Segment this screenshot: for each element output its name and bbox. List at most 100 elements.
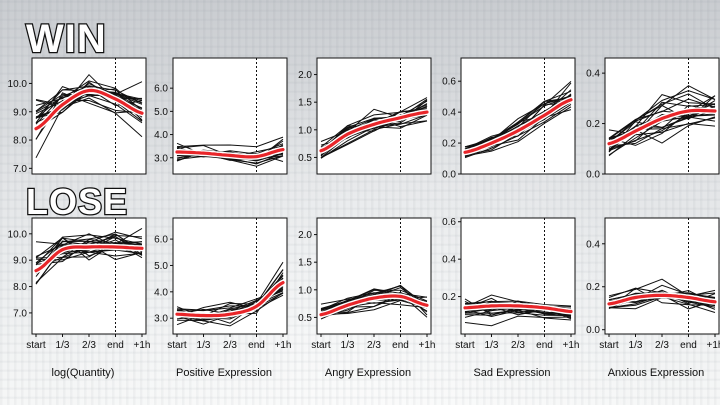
y-tick-label: 1.0: [298, 285, 312, 296]
x-tick-label: 1/3: [629, 340, 643, 351]
x-tick-label: end: [248, 340, 265, 351]
x-tick-label: end: [392, 340, 409, 351]
participant-trace: [35, 97, 143, 159]
panel-win-2: 3.0 4.0 5.0 6.0: [154, 57, 288, 175]
y-tick-label: 2.0: [298, 230, 312, 241]
participant-trace: [35, 237, 143, 261]
participant-trace: [464, 103, 572, 159]
participant-trace: [464, 300, 572, 307]
x-tick-label: 2/3: [367, 340, 381, 351]
panel-win-4: 0.0 0.2 0.4 0.6: [442, 57, 576, 181]
panel-grid: 7.0 8.0 9.0 10.0 3.0 4.0 5.0 6.0 0.5 1.0 1.5 2.0 0.0…: [8, 57, 720, 379]
panel-lose-4: 0.2 0.4 0.6 start 1/3 2/3 end +1h Sad Expression: [442, 217, 579, 379]
y-tick-label: 8.0: [13, 136, 27, 147]
participant-trace: [464, 95, 572, 151]
x-tick-label: start: [455, 340, 475, 351]
participant-trace: [320, 284, 428, 316]
y-tick-label: 5.0: [154, 261, 168, 272]
x-tick-label: end: [107, 340, 124, 351]
panel-frame: [604, 217, 720, 335]
x-tick-label: end: [680, 340, 697, 351]
x-tick-label: start: [311, 340, 331, 351]
y-tick-label: 4.0: [154, 287, 168, 298]
x-tick-label: start: [599, 340, 619, 351]
y-tick-label: 1.0: [298, 125, 312, 136]
x-tick-label: +1h: [134, 340, 151, 351]
participant-trace: [35, 92, 143, 140]
mean-curve: [607, 108, 717, 146]
panel-xlabel: Angry Expression: [325, 367, 411, 379]
y-tick-label: 9.0: [13, 107, 27, 118]
y-tick-label: 0.6: [442, 217, 456, 228]
series-group: [318, 284, 430, 320]
y-tick-label: 0.5: [298, 313, 312, 324]
y-tick-label: 10.0: [8, 79, 28, 90]
x-tick-label: 1/3: [485, 340, 499, 351]
y-tick-label: 1.5: [298, 258, 312, 269]
panel-frame: [460, 57, 576, 175]
series-group: [462, 294, 574, 327]
panel-lose-5: 0.0 0.2 0.4 start 1/3 2/3 end +1h Anxious Expres…: [586, 217, 720, 379]
y-tick-label: 0.2: [586, 282, 600, 293]
x-tick-label: 2/3: [655, 340, 669, 351]
x-tick-label: +1h: [563, 340, 580, 351]
series-group: [174, 136, 286, 167]
mean-curve: [34, 88, 144, 131]
panel-xlabel: Positive Expression: [176, 367, 272, 379]
series-group: [606, 85, 718, 157]
y-tick-label: 0.2: [442, 139, 456, 150]
x-tick-label: 1/3: [56, 340, 70, 351]
y-tick-label: 0.4: [442, 108, 456, 119]
mean-curve: [607, 293, 717, 306]
y-tick-label: 0.4: [442, 255, 456, 266]
y-tick-label: 0.4: [586, 69, 600, 80]
participant-trace: [608, 287, 716, 309]
participant-trace: [320, 120, 428, 158]
row-label-lose: LOSE: [26, 181, 128, 222]
x-tick-label: +1h: [707, 340, 720, 351]
panel-win-3: 0.5 1.0 1.5 2.0: [298, 57, 432, 175]
y-tick-label: 6.0: [154, 84, 168, 95]
x-tick-label: +1h: [419, 340, 436, 351]
x-tick-label: start: [167, 340, 187, 351]
y-tick-label: 10.0: [8, 229, 28, 240]
participant-trace: [608, 95, 716, 146]
x-tick-label: 2/3: [223, 340, 237, 351]
series-group: [33, 227, 145, 285]
panel-xlabel: Sad Expression: [473, 367, 550, 379]
mean-curve: [175, 281, 285, 318]
participant-trace: [608, 98, 716, 140]
panel-win-5: 0.0 0.2 0.4: [586, 57, 720, 181]
x-tick-label: 1/3: [197, 340, 211, 351]
y-tick-label: 2.0: [298, 70, 312, 81]
participant-trace: [464, 315, 572, 327]
y-tick-label: 0.5: [298, 153, 312, 164]
participant-trace: [35, 85, 143, 112]
participant-trace: [608, 93, 716, 143]
y-tick-label: 0.4: [586, 239, 600, 250]
y-tick-label: 0.0: [442, 170, 456, 181]
panel-lose-1: 7.0 8.0 9.0 10.0 start 1/3 2/3 end +1h log(Quanti…: [8, 217, 151, 379]
y-tick-label: 5.0: [154, 107, 168, 118]
series-group: [174, 261, 286, 327]
y-tick-label: 9.0: [13, 256, 27, 267]
mean-curve: [463, 98, 573, 154]
y-tick-label: 0.2: [442, 292, 456, 303]
y-tick-label: 7.0: [13, 308, 27, 319]
panel-frame: [316, 217, 432, 335]
y-tick-label: 0.0: [586, 170, 600, 181]
series-group: [318, 97, 430, 159]
series-group: [606, 278, 718, 313]
y-tick-label: 6.0: [154, 235, 168, 246]
mean-curve: [319, 110, 429, 153]
participant-trace: [464, 106, 572, 157]
mean-curve: [463, 304, 573, 314]
y-tick-label: 7.0: [13, 164, 27, 175]
x-tick-label: +1h: [275, 340, 292, 351]
participant-trace: [608, 117, 716, 147]
y-tick-label: 0.6: [442, 77, 456, 88]
row-label-win: WIN: [26, 17, 107, 61]
y-tick-label: 3.0: [154, 314, 168, 325]
series-group: [462, 81, 574, 159]
